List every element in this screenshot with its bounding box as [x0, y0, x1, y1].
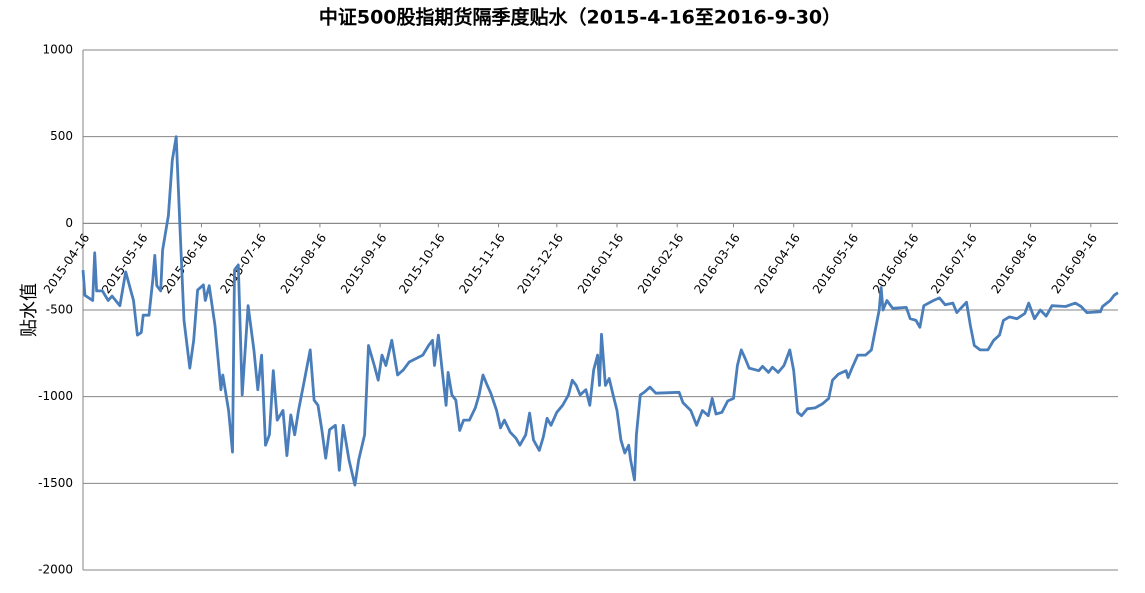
- x-tick-label: 2016-07-16: [928, 231, 979, 296]
- x-tick-label: 2015-05-16: [99, 231, 150, 296]
- data-line: [81, 135, 1119, 487]
- y-tick-label: 500: [50, 129, 73, 143]
- x-tick-label: 2015-11-16: [456, 231, 507, 296]
- x-tick-label: 2016-08-16: [988, 231, 1039, 296]
- x-tick-label: 2015-10-16: [396, 231, 447, 296]
- x-tick-label: 2016-03-16: [691, 231, 742, 296]
- x-tick-label: 2016-01-16: [575, 231, 626, 296]
- x-tick-label: 2015-07-16: [218, 231, 269, 296]
- y-tick-label: -1000: [38, 389, 73, 403]
- x-tick-label: 2015-09-16: [338, 231, 389, 296]
- y-tick-label: -2000: [38, 563, 73, 577]
- y-axis-label: 贴水值: [19, 283, 40, 337]
- y-tick-label: -1500: [38, 476, 73, 490]
- x-tick-label: 2015-08-16: [278, 231, 329, 296]
- x-tick-label: 2016-04-16: [752, 231, 803, 296]
- x-tick-label: 2016-06-16: [870, 231, 921, 296]
- x-tick-label: 2016-05-16: [810, 231, 861, 296]
- y-tick-label: -500: [46, 303, 73, 317]
- chart-title: 中证500股指期货隔季度贴水（2015-4-16至2016-9-30）: [319, 6, 841, 29]
- y-tick-label: 0: [65, 216, 73, 230]
- x-tick-label: 2015-12-16: [515, 231, 566, 296]
- y-tick-label: 1000: [42, 43, 73, 57]
- x-tick-label: 2016-02-16: [635, 231, 686, 296]
- x-tick-label: 2016-09-16: [1049, 231, 1100, 296]
